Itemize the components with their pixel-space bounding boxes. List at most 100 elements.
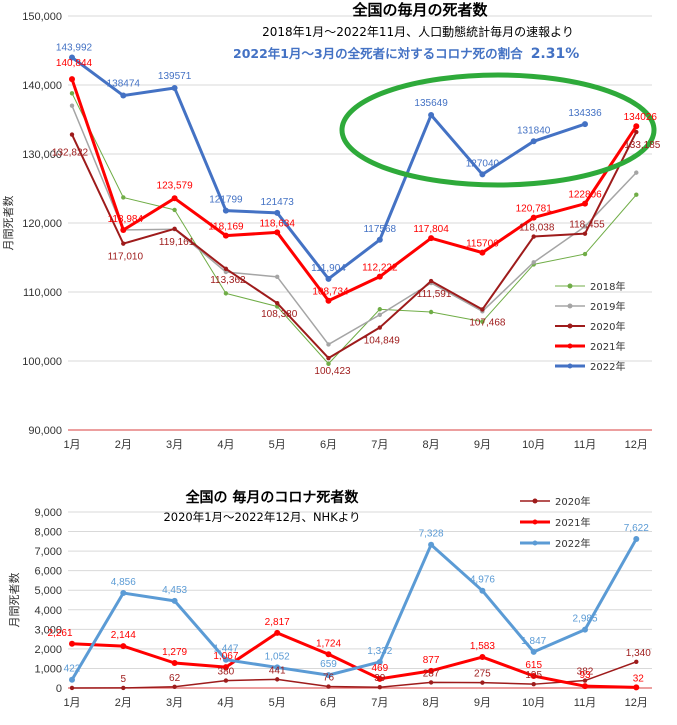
- data-label: 1,279: [162, 647, 187, 658]
- data-label: 119,161: [159, 237, 195, 248]
- data-point: [377, 685, 382, 690]
- legend-label: 2021年: [590, 340, 625, 353]
- series-line-2022年: [71, 56, 586, 281]
- data-point: [428, 112, 435, 119]
- data-label: 39: [374, 673, 386, 684]
- data-label: 139571: [158, 71, 192, 82]
- data-label: 111,904: [311, 263, 346, 274]
- y-tick-label: 140,000: [22, 80, 62, 92]
- deaths-chart: 1月 2月 3月 4月 5月 6月 7月 8月 9月 10月 11月 12月 90,000 100,00…: [2, 1, 661, 451]
- data-label: 107,468: [469, 317, 506, 328]
- data-label: 4,976: [470, 575, 495, 586]
- data-label: 4,856: [111, 577, 136, 588]
- chart-title: 全国の毎月の死者数: [351, 1, 488, 19]
- data-point: [326, 684, 331, 689]
- x-tick-label: 10月: [522, 439, 545, 451]
- data-label: 469: [371, 663, 388, 674]
- data-point: [172, 684, 177, 689]
- y-axis-label: 月間死者数: [8, 573, 21, 628]
- y-tick-label: 90,000: [28, 425, 62, 437]
- legend-marker: [567, 343, 573, 349]
- data-label: 100,423: [314, 366, 351, 377]
- data-label: 1,052: [265, 651, 290, 662]
- y-axis: 0 1,000 2,000 3,000 4,000 5,000 6,000 7,000 8,00…: [34, 507, 62, 695]
- data-point: [325, 651, 332, 658]
- x-tick-label: 6月: [320, 697, 337, 709]
- data-label: 1,332: [367, 646, 392, 657]
- legend-marker: [567, 323, 573, 329]
- data-point: [428, 541, 435, 548]
- data-point: [69, 640, 75, 647]
- data-point: [121, 685, 126, 691]
- data-point: [531, 234, 536, 239]
- y-tick-label: 5,000: [34, 585, 62, 597]
- data-label: 1,724: [316, 638, 341, 649]
- x-tick-label: 11月: [574, 697, 596, 709]
- x-tick-label: 5月: [269, 697, 286, 709]
- data-label: 615: [525, 660, 542, 671]
- data-label: 122806: [568, 190, 602, 201]
- legend-label: 2020年: [590, 320, 625, 333]
- data-point: [634, 659, 639, 664]
- series-layer: [69, 535, 640, 691]
- data-point: [172, 226, 177, 231]
- data-label: 121473: [261, 197, 295, 208]
- covid-ratio-note: 2022年1月～3月の全死者に対するコロナ死の割合 2.31%: [233, 46, 579, 62]
- data-point: [120, 92, 127, 99]
- data-point: [582, 626, 588, 633]
- legend-label: 2021年: [555, 516, 590, 529]
- y-tick-label: 130,000: [22, 149, 62, 161]
- chart-title: 全国の 毎月のコロナ死者数: [185, 489, 360, 506]
- legend-marker: [532, 540, 538, 546]
- data-label: 380: [218, 667, 235, 678]
- data-point: [582, 231, 588, 236]
- data-point: [480, 319, 485, 324]
- data-point: [69, 76, 75, 83]
- data-label: 2,144: [111, 630, 136, 641]
- data-label: 287: [423, 668, 440, 679]
- data-point: [222, 656, 229, 663]
- data-point: [479, 587, 486, 594]
- data-point: [69, 676, 75, 683]
- data-label: 4,453: [162, 585, 187, 596]
- data-point: [274, 664, 281, 671]
- data-point: [326, 355, 331, 361]
- data-point: [377, 307, 382, 312]
- data-point: [531, 681, 536, 687]
- series-line-2021年: [70, 78, 638, 303]
- series-line-2021年: [71, 631, 637, 689]
- x-tick-label: 7月: [371, 439, 388, 451]
- data-point: [222, 207, 229, 214]
- data-point: [633, 684, 640, 691]
- data-point: [633, 535, 640, 542]
- series-line-2018年: [71, 93, 637, 365]
- legend: 2018年 2019年 2020年 2021年 2022年: [555, 280, 625, 373]
- data-label: 117,804: [413, 224, 449, 235]
- x-tick-label: 7月: [371, 697, 388, 709]
- data-point: [275, 677, 280, 682]
- legend-marker: [567, 363, 573, 369]
- data-label: 138474: [107, 79, 141, 90]
- data-point: [222, 232, 229, 239]
- y-tick-label: 4,000: [34, 605, 62, 617]
- data-point: [480, 307, 485, 312]
- y-tick-label: 9,000: [34, 507, 62, 519]
- data-label: 131840: [517, 125, 551, 136]
- data-point: [121, 241, 126, 246]
- y-tick-label: 110,000: [23, 287, 62, 299]
- x-tick-label: 4月: [217, 697, 234, 709]
- data-point: [479, 249, 486, 256]
- data-label: 76: [323, 673, 335, 684]
- data-label: 120,781: [516, 204, 553, 215]
- data-label: 140,844: [56, 58, 93, 69]
- chart-subtitle: 2018年1月～2022年11月、人口動態統計毎月の速報より: [262, 24, 574, 39]
- legend-marker: [532, 519, 538, 525]
- data-label: 32: [633, 673, 645, 684]
- data-label: 2,261: [47, 628, 72, 639]
- legend-marker: [567, 303, 573, 309]
- data-label: 143,992: [56, 42, 93, 53]
- x-tick-label: 6月: [320, 439, 337, 451]
- series-line-2020年: [71, 131, 638, 360]
- highlight-ellipse: [339, 72, 657, 188]
- data-point: [171, 597, 178, 604]
